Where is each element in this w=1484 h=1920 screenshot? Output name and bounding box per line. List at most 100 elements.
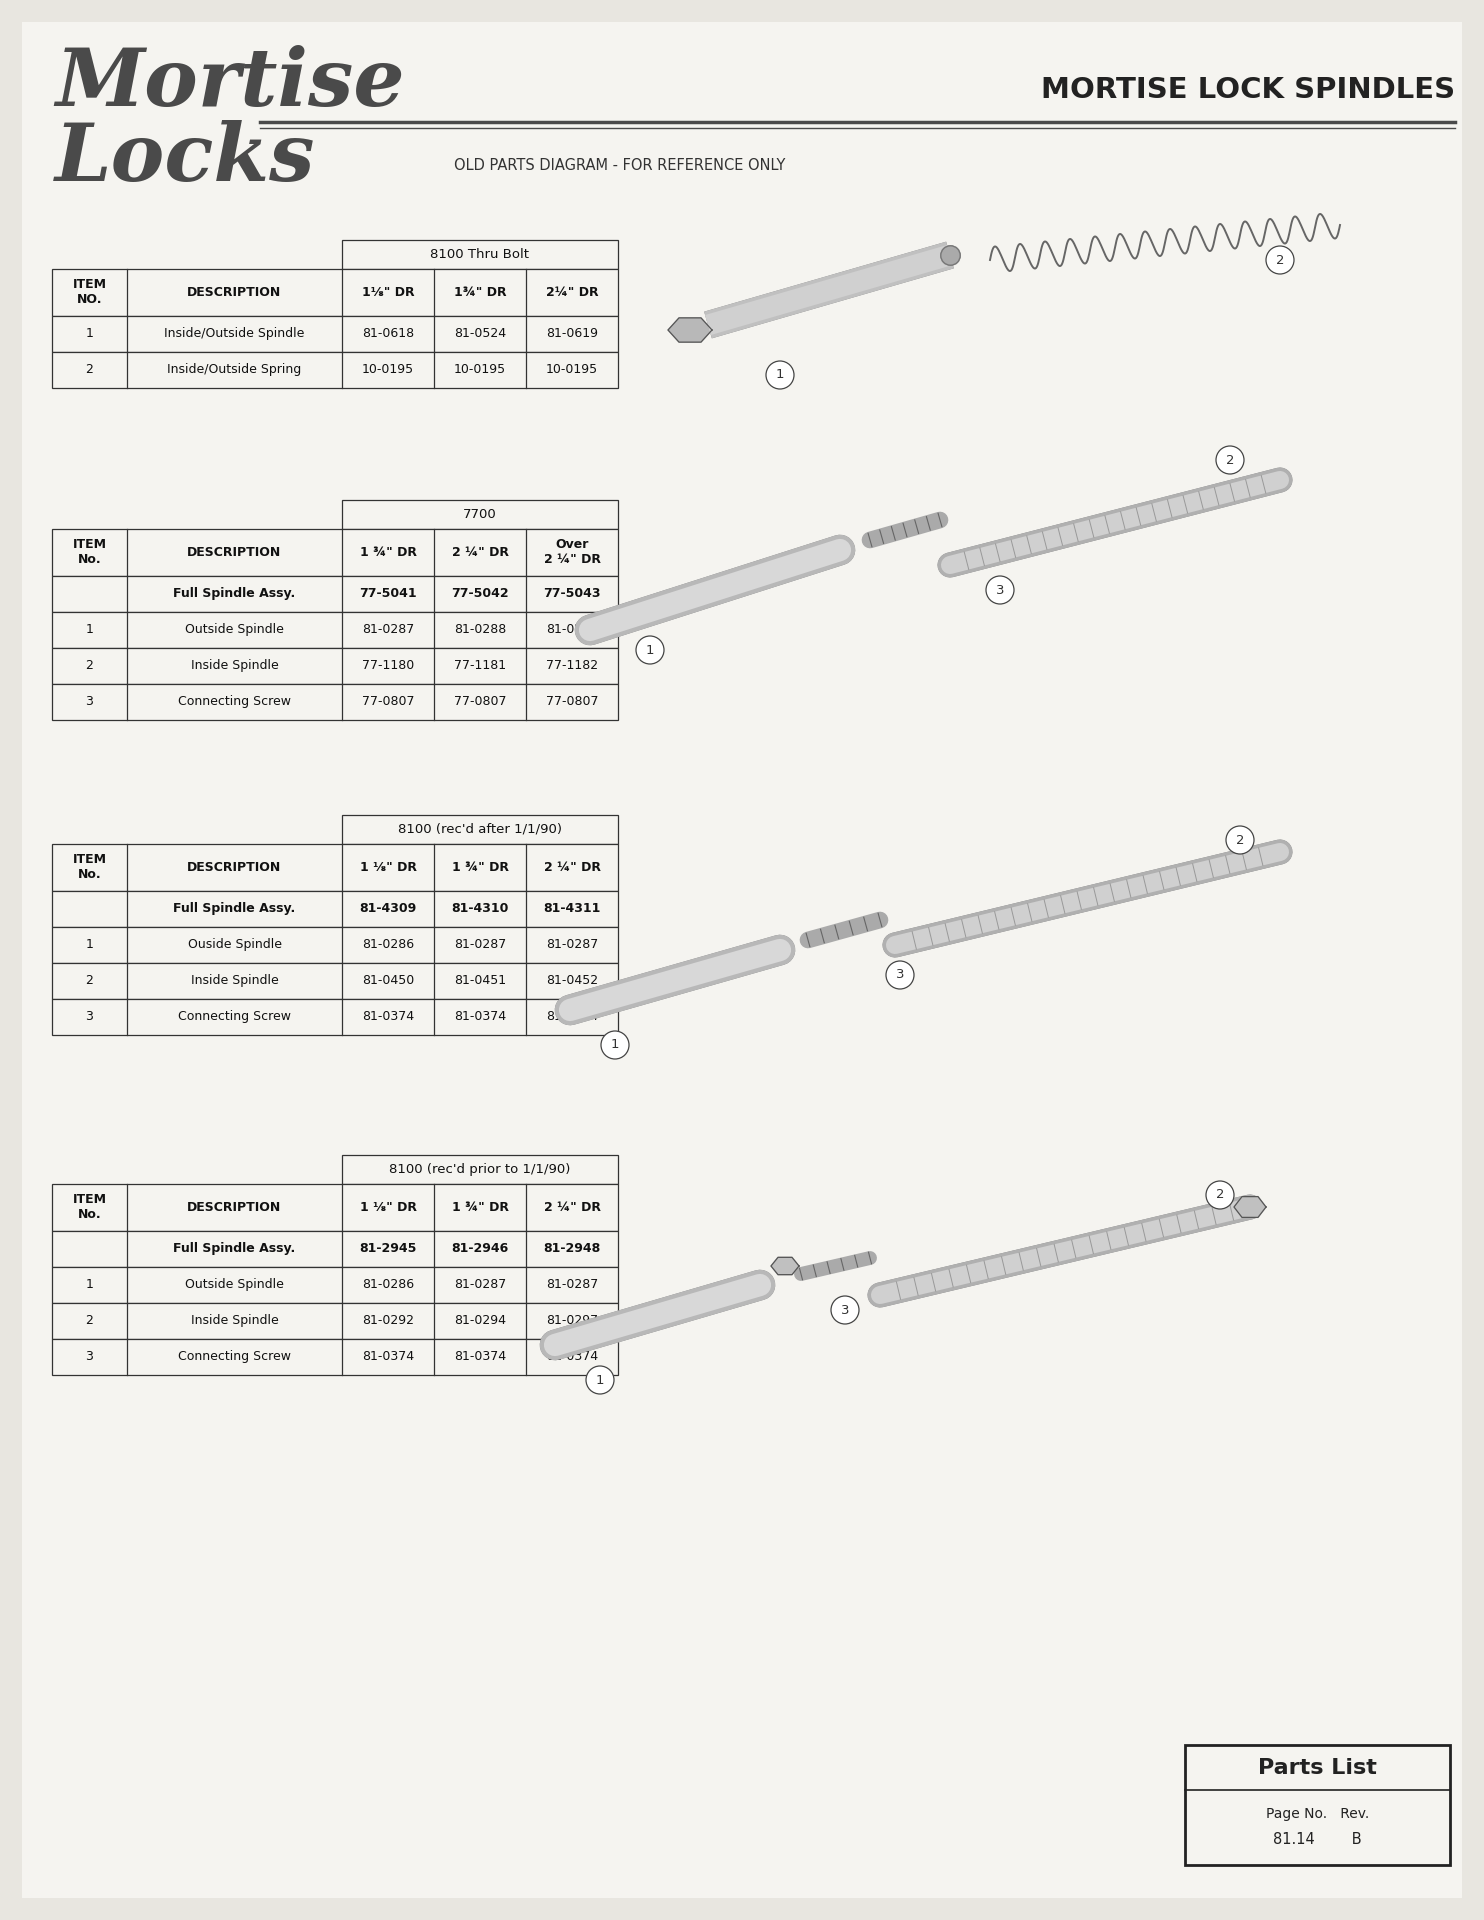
Text: 81-0374: 81-0374 xyxy=(546,1350,598,1363)
Text: 1: 1 xyxy=(646,643,654,657)
Text: 3: 3 xyxy=(86,695,93,708)
Text: 81-0450: 81-0450 xyxy=(362,973,414,987)
Circle shape xyxy=(586,1365,614,1394)
Text: 81-0287: 81-0287 xyxy=(362,624,414,636)
Text: 10-0195: 10-0195 xyxy=(362,363,414,376)
Text: DESCRIPTION: DESCRIPTION xyxy=(187,860,282,874)
Text: Parts List: Parts List xyxy=(1258,1759,1377,1778)
Text: MORTISE LOCK SPINDLES: MORTISE LOCK SPINDLES xyxy=(1040,77,1454,104)
Text: DESCRIPTION: DESCRIPTION xyxy=(187,286,282,300)
Text: 81-0287: 81-0287 xyxy=(546,939,598,950)
Text: 81-0287: 81-0287 xyxy=(454,939,506,950)
Text: 81-0286: 81-0286 xyxy=(362,1279,414,1290)
Text: 81-2946: 81-2946 xyxy=(451,1242,509,1256)
Text: 1¾" DR: 1¾" DR xyxy=(454,286,506,300)
Text: 2 ¼" DR: 2 ¼" DR xyxy=(543,1200,601,1213)
Text: 8100 (rec'd after 1/1/90): 8100 (rec'd after 1/1/90) xyxy=(398,824,562,835)
Text: 2¼" DR: 2¼" DR xyxy=(546,286,598,300)
Text: ITEM
No.: ITEM No. xyxy=(73,1192,107,1221)
Polygon shape xyxy=(1235,1196,1266,1217)
Bar xyxy=(341,499,617,528)
Text: 10-0195: 10-0195 xyxy=(546,363,598,376)
Bar xyxy=(52,612,617,647)
Text: 1: 1 xyxy=(86,326,93,340)
Bar xyxy=(52,1267,617,1302)
Text: 1⅛" DR: 1⅛" DR xyxy=(362,286,414,300)
Bar xyxy=(52,1338,617,1375)
Text: 77-0807: 77-0807 xyxy=(454,695,506,708)
Text: 81-0451: 81-0451 xyxy=(454,973,506,987)
Bar xyxy=(341,814,617,843)
Text: 2: 2 xyxy=(86,363,93,376)
Text: 81-0294: 81-0294 xyxy=(454,1313,506,1327)
Bar xyxy=(52,1185,617,1231)
Text: 81-0287: 81-0287 xyxy=(454,1279,506,1290)
Text: Full Spindle Assy.: Full Spindle Assy. xyxy=(174,902,295,916)
Bar xyxy=(52,576,617,612)
Text: Inside/Outside Spring: Inside/Outside Spring xyxy=(168,363,301,376)
Text: 3: 3 xyxy=(896,968,904,981)
Bar xyxy=(52,528,617,576)
Bar xyxy=(52,891,617,927)
Text: 2: 2 xyxy=(1215,1188,1224,1202)
Circle shape xyxy=(831,1296,859,1325)
Text: 2: 2 xyxy=(86,1313,93,1327)
Text: 1 ⅛" DR: 1 ⅛" DR xyxy=(359,860,417,874)
Text: 2 ¼" DR: 2 ¼" DR xyxy=(451,545,509,559)
Text: 3: 3 xyxy=(86,1010,93,1023)
Bar xyxy=(52,647,617,684)
Bar xyxy=(52,962,617,998)
Text: 2: 2 xyxy=(86,973,93,987)
Text: Ouside Spindle: Ouside Spindle xyxy=(187,939,282,950)
Text: Full Spindle Assy.: Full Spindle Assy. xyxy=(174,1242,295,1256)
Circle shape xyxy=(766,361,794,390)
Text: Over
2 ¼" DR: Over 2 ¼" DR xyxy=(543,538,601,566)
Text: DESCRIPTION: DESCRIPTION xyxy=(187,1200,282,1213)
Text: 1 ¾" DR: 1 ¾" DR xyxy=(451,1200,509,1213)
Bar xyxy=(52,269,617,315)
Text: 77-5042: 77-5042 xyxy=(451,588,509,601)
Bar xyxy=(341,240,617,269)
Text: 81-0374: 81-0374 xyxy=(546,1010,598,1023)
Text: 81-4309: 81-4309 xyxy=(359,902,417,916)
Text: 77-1181: 77-1181 xyxy=(454,659,506,672)
Text: 81-2945: 81-2945 xyxy=(359,1242,417,1256)
Bar xyxy=(52,998,617,1035)
Text: Connecting Screw: Connecting Screw xyxy=(178,1350,291,1363)
Text: Inside Spindle: Inside Spindle xyxy=(190,1313,279,1327)
Bar xyxy=(52,684,617,720)
Polygon shape xyxy=(772,1258,798,1275)
Text: 2 ¼" DR: 2 ¼" DR xyxy=(543,860,601,874)
Circle shape xyxy=(1226,826,1254,854)
Circle shape xyxy=(886,962,914,989)
Text: 81-0286: 81-0286 xyxy=(362,939,414,950)
Circle shape xyxy=(601,1031,629,1060)
Text: 81-0287: 81-0287 xyxy=(546,1279,598,1290)
Text: 81-0292: 81-0292 xyxy=(362,1313,414,1327)
Text: Inside/Outside Spindle: Inside/Outside Spindle xyxy=(165,326,304,340)
Circle shape xyxy=(637,636,663,664)
Text: 1: 1 xyxy=(776,369,784,382)
Text: 1 ¾" DR: 1 ¾" DR xyxy=(451,860,509,874)
Text: 81.14        B: 81.14 B xyxy=(1273,1832,1362,1847)
Circle shape xyxy=(1266,246,1294,275)
Text: 2: 2 xyxy=(86,659,93,672)
Text: 81-4310: 81-4310 xyxy=(451,902,509,916)
Text: 81-0288: 81-0288 xyxy=(454,624,506,636)
Text: 81-4311: 81-4311 xyxy=(543,902,601,916)
Text: 77-1180: 77-1180 xyxy=(362,659,414,672)
Text: Inside Spindle: Inside Spindle xyxy=(190,659,279,672)
Circle shape xyxy=(1206,1181,1235,1210)
Text: 1: 1 xyxy=(595,1373,604,1386)
Circle shape xyxy=(985,576,1014,605)
Text: 1 ¾" DR: 1 ¾" DR xyxy=(359,545,417,559)
Text: 2: 2 xyxy=(1236,833,1244,847)
Text: 77-0807: 77-0807 xyxy=(546,695,598,708)
Bar xyxy=(341,1156,617,1185)
Text: 1: 1 xyxy=(86,624,93,636)
Polygon shape xyxy=(668,319,712,342)
Text: 10-0195: 10-0195 xyxy=(454,363,506,376)
Bar xyxy=(52,843,617,891)
Text: 1 ⅛" DR: 1 ⅛" DR xyxy=(359,1200,417,1213)
Text: 7700: 7700 xyxy=(463,509,497,520)
